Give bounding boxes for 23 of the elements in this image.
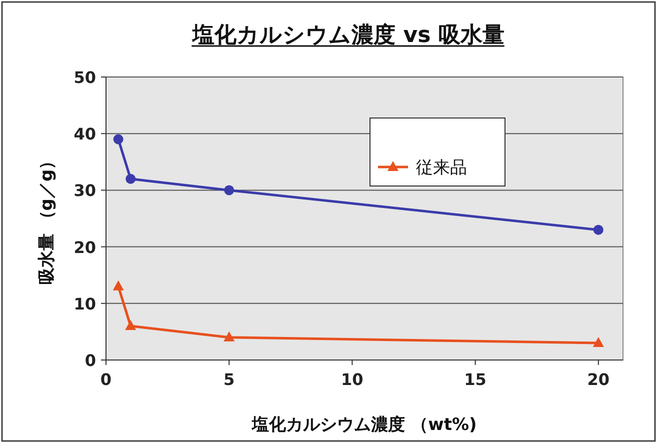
- x-tick-label: 5: [224, 370, 235, 389]
- x-tick-label: 15: [464, 370, 486, 389]
- point: [126, 174, 136, 184]
- y-axis-title: 吸水量 （g／g）: [37, 152, 57, 285]
- y-tick-label: 0: [84, 351, 96, 370]
- x-tick-label: 20: [587, 370, 610, 389]
- point: [224, 331, 235, 342]
- point: [113, 134, 124, 144]
- point: [112, 280, 124, 290]
- y-tick-label: 50: [74, 68, 96, 87]
- x-axis-title: 塩化カルシウム濃度 （wt%): [251, 415, 477, 435]
- point: [125, 320, 136, 330]
- legend-label: 従来品: [416, 158, 467, 178]
- point: [593, 224, 604, 235]
- y-tick-label: 10: [74, 294, 96, 314]
- x-tick-label: 10: [341, 370, 364, 389]
- point: [592, 337, 604, 348]
- y-tick-label: 40: [74, 124, 96, 144]
- point: [224, 185, 234, 196]
- x-tick-label: 0: [100, 370, 112, 389]
- y-tick-label: 20: [74, 238, 96, 257]
- chart-title: 塩化カルシウム濃度 vs 吸水量: [192, 22, 504, 48]
- y-tick-label: 30: [74, 181, 96, 200]
